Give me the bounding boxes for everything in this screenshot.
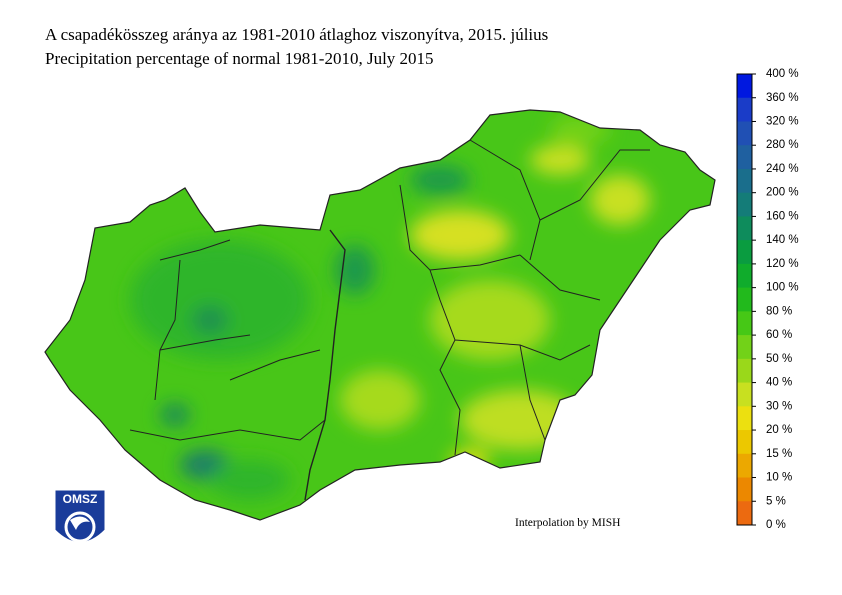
legend-swatch (737, 311, 752, 336)
legend-label: 30 % (766, 400, 792, 412)
legend-swatch (737, 240, 752, 265)
legend-swatch (737, 97, 752, 122)
legend-swatch (737, 263, 752, 289)
legend-label: 10 % (766, 472, 792, 484)
legend-swatch (737, 382, 752, 407)
legend: 400 % 360 % 320 % 280 % 240 % 200 % 160 % 140 %… (736, 68, 799, 531)
legend-swatch (737, 358, 752, 384)
legend-swatch (737, 74, 752, 99)
legend-swatch (737, 335, 752, 360)
legend-label: 140 % (766, 234, 799, 246)
legend-swatch (737, 477, 752, 502)
credit: Interpolation by MISH (515, 517, 620, 529)
legend-label: 280 % (766, 139, 799, 151)
legend-swatch (737, 216, 752, 241)
legend-swatch (737, 145, 752, 170)
logo: OMSZ (54, 489, 106, 543)
title-hu: A csapadékösszeg aránya az 1981-2010 átl… (45, 25, 548, 44)
legend-swatch (737, 121, 752, 146)
legend-swatch (737, 168, 752, 194)
legend-swatch (737, 453, 752, 479)
legend-label: 100 % (766, 282, 799, 294)
legend-label: 15 % (766, 448, 792, 460)
legend-label: 0 % (766, 519, 786, 531)
legend-swatch (737, 430, 752, 455)
legend-label: 20 % (766, 424, 792, 436)
borders (44, 109, 716, 521)
legend-label: 240 % (766, 163, 799, 175)
legend-label: 40 % (766, 377, 792, 389)
legend-label: 360 % (766, 92, 799, 104)
legend-label: 60 % (766, 329, 792, 341)
legend-label: 320 % (766, 116, 799, 128)
legend-swatch (737, 192, 752, 217)
legend-label: 120 % (766, 258, 799, 270)
legend-frame (736, 73, 753, 526)
legend-swatch (737, 501, 752, 526)
legend-label: 400 % (766, 68, 799, 80)
legend-swatch (737, 406, 752, 431)
legend-label: 160 % (766, 210, 799, 222)
legend-label: 5 % (766, 495, 786, 507)
legend-label: 200 % (766, 187, 799, 199)
legend-label: 50 % (766, 353, 792, 365)
logo-text: OMSZ (63, 492, 98, 506)
legend-swatch (737, 287, 752, 312)
legend-label: 80 % (766, 305, 792, 317)
title-en: Precipitation percentage of normal 1981-… (45, 49, 434, 68)
